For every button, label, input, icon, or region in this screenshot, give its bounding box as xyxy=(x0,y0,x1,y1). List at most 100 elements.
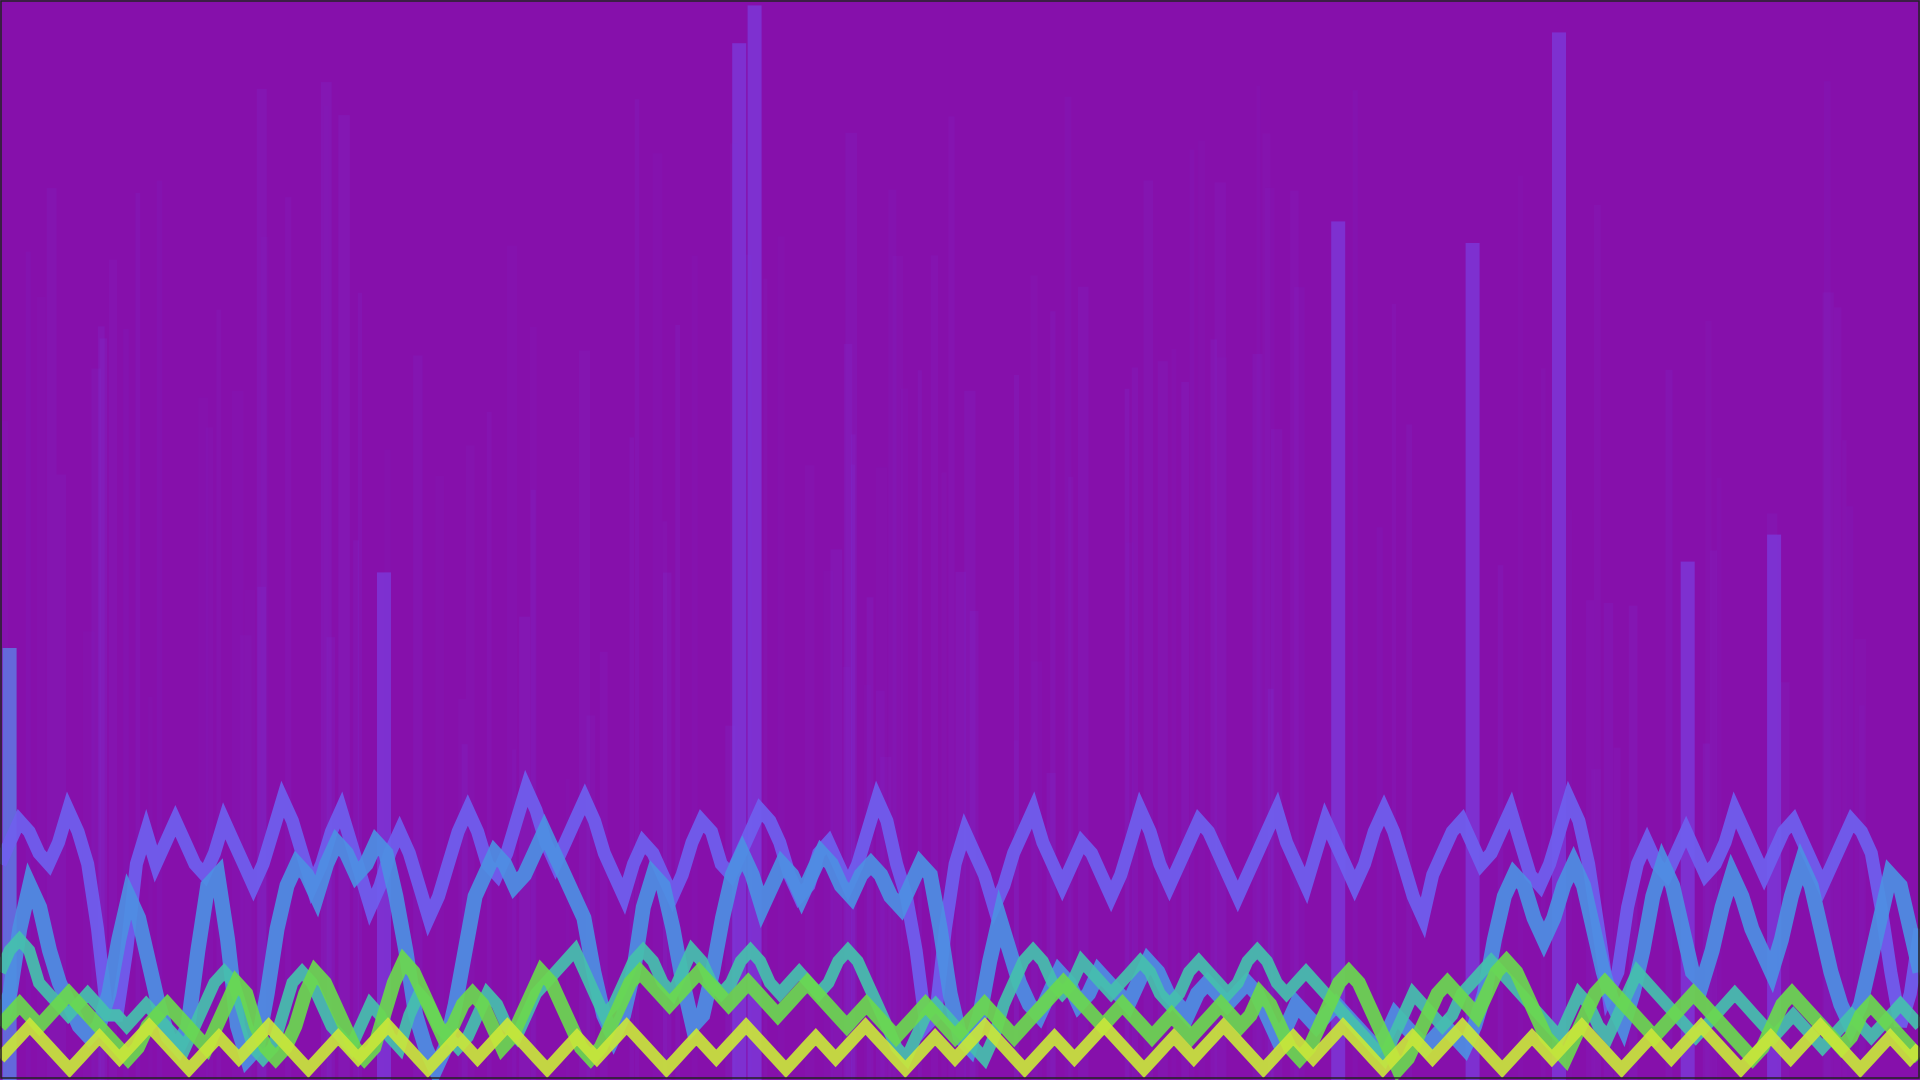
background-texture-bar xyxy=(1031,661,1042,1080)
background-texture-bar xyxy=(519,616,530,1080)
background-texture-bar xyxy=(578,350,591,1080)
background-texture-bar xyxy=(1594,204,1601,1080)
background-texture-bar xyxy=(662,572,672,1080)
background-texture-bar xyxy=(99,338,107,1080)
background-texture-bar xyxy=(109,259,117,1080)
background-texture-bar xyxy=(135,193,141,1080)
background-texture-bar xyxy=(1665,369,1673,1080)
background-texture-bar xyxy=(323,106,329,1080)
background-texture-bar xyxy=(198,397,209,1080)
background-texture-bar xyxy=(1628,605,1638,1080)
background-texture-bar xyxy=(1779,682,1790,1080)
background-texture-bar xyxy=(413,355,423,1080)
background-texture-bar xyxy=(675,325,680,1080)
series-line-3 xyxy=(0,948,1920,1080)
background-texture-bar xyxy=(1705,321,1712,1080)
background-texture-bar xyxy=(1171,349,1177,1080)
background-texture-bar xyxy=(327,769,335,1080)
background-texture-bar xyxy=(565,779,570,1080)
background-texture-bar xyxy=(851,434,856,1080)
background-texture-bar xyxy=(1046,773,1056,1080)
background-texture-bar xyxy=(892,255,903,1080)
background-texture-bar xyxy=(321,82,332,1080)
background-texture-bar xyxy=(880,756,892,1080)
background-texture-bar xyxy=(876,467,888,1080)
background-texture-bar xyxy=(1710,550,1718,1080)
background-texture-bar xyxy=(1262,133,1271,1080)
background-texture-bar xyxy=(216,309,222,1080)
background-texture-bar xyxy=(530,326,537,1080)
background-texture-bar xyxy=(804,465,815,1080)
background-texture-bar xyxy=(634,99,640,1080)
background-texture-bar xyxy=(507,245,517,1080)
background-texture-bar xyxy=(25,251,31,1080)
background-texture-bar xyxy=(964,390,976,1080)
background-texture-bar xyxy=(763,278,768,1080)
background-texture-bar xyxy=(205,427,214,1080)
background-texture-bar xyxy=(1702,743,1710,1080)
background-texture-bar xyxy=(948,116,955,1080)
background-texture-bar xyxy=(662,521,668,1080)
background-texture-bar xyxy=(1854,639,1867,1080)
background-texture-bar xyxy=(46,188,57,1080)
background-texture-bar xyxy=(1068,477,1074,1080)
background-texture-bar xyxy=(1198,140,1206,1080)
spike-bar-4 xyxy=(1331,221,1346,1080)
background-texture-bar xyxy=(1014,375,1019,1080)
spike-bar-1 xyxy=(377,572,391,1080)
background-texture-bar xyxy=(257,586,266,1080)
background-texture-bar xyxy=(1030,275,1038,1080)
background-texture-bar xyxy=(843,344,853,1080)
background-texture-bar xyxy=(823,570,834,1080)
background-texture-bar xyxy=(1078,286,1089,1080)
background-texture-bar xyxy=(56,474,66,1080)
background-texture-bar xyxy=(830,549,843,1080)
background-texture-bar xyxy=(1050,311,1056,1080)
background-texture-bar xyxy=(1265,187,1275,1080)
background-texture-bar xyxy=(148,696,153,1080)
background-texture-bar xyxy=(1858,705,1865,1080)
background-texture-bar xyxy=(863,684,872,1080)
background-texture-bar xyxy=(1271,429,1283,1080)
background-texture-bar xyxy=(1376,527,1383,1080)
spike-bar-5 xyxy=(1465,243,1480,1080)
background-texture-bar xyxy=(1290,190,1299,1080)
background-texture-bar xyxy=(888,189,897,1080)
background-texture-bar xyxy=(1256,85,1261,1080)
background-texture-bar xyxy=(357,292,362,1080)
background-texture-bar xyxy=(1603,603,1614,1080)
background-texture-bar xyxy=(1541,368,1546,1080)
background-texture-bar xyxy=(586,715,596,1080)
background-texture-bar xyxy=(1391,304,1396,1080)
background-texture-bar xyxy=(850,464,855,1080)
background-texture-bar xyxy=(1126,542,1134,1080)
background-texture-bar xyxy=(1842,440,1847,1080)
background-texture-bar xyxy=(941,472,947,1080)
background-texture-bar xyxy=(1064,96,1072,1080)
background-texture-bar xyxy=(917,370,922,1080)
background-texture-bar xyxy=(231,391,244,1080)
background-texture-bar xyxy=(1267,688,1274,1080)
background-texture-bar xyxy=(1846,506,1854,1080)
background-texture-bar xyxy=(691,255,698,1080)
background-texture-bar xyxy=(261,236,269,1080)
background-texture-bar xyxy=(244,589,256,1080)
background-texture-bar xyxy=(285,197,292,1080)
background-texture-bar xyxy=(1613,747,1621,1080)
background-texture-bar xyxy=(900,388,908,1080)
background-texture-bar xyxy=(1131,367,1138,1080)
background-texture-bar xyxy=(458,698,466,1080)
background-texture-bar xyxy=(1586,600,1595,1080)
background-texture-bar xyxy=(1294,287,1305,1080)
series-line-4 xyxy=(0,1017,1920,1079)
background-texture-bar xyxy=(930,255,938,1080)
background-texture-bar xyxy=(1189,149,1195,1080)
background-texture-bar xyxy=(353,540,359,1080)
background-texture-bar xyxy=(777,236,785,1080)
background-texture-bar xyxy=(1824,81,1831,1080)
background-texture-bar xyxy=(530,489,536,1080)
background-texture-bar xyxy=(1216,357,1228,1080)
background-texture-bar xyxy=(1406,424,1413,1080)
